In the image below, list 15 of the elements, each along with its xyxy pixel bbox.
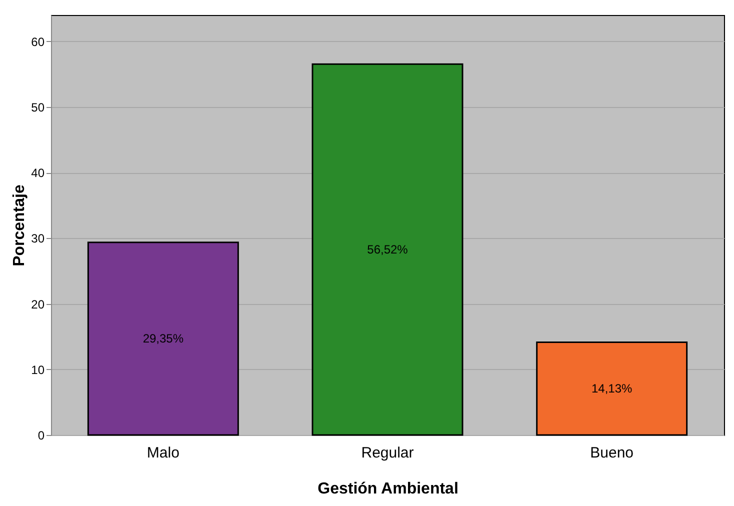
y-tick-label: 40 xyxy=(31,166,45,180)
y-tick-label: 30 xyxy=(31,232,45,246)
y-tick-label: 60 xyxy=(31,34,45,49)
x-tick-label: Malo xyxy=(146,444,180,462)
x-axis-title: Gestión Ambiental xyxy=(318,480,458,498)
data-label: 56,52% xyxy=(367,242,408,257)
y-tick-label: 50 xyxy=(31,100,45,114)
y-axis-title: Porcentaje xyxy=(11,184,28,266)
data-label: 14,13% xyxy=(591,382,633,396)
x-tick-label: Regular xyxy=(361,444,414,462)
data-label: 29,35% xyxy=(142,332,184,346)
y-tick-label: 20 xyxy=(31,297,45,312)
y-tick-label: 0 xyxy=(38,428,45,442)
y-tick-label: 10 xyxy=(31,362,45,377)
x-tick-label: Bueno xyxy=(590,444,634,462)
